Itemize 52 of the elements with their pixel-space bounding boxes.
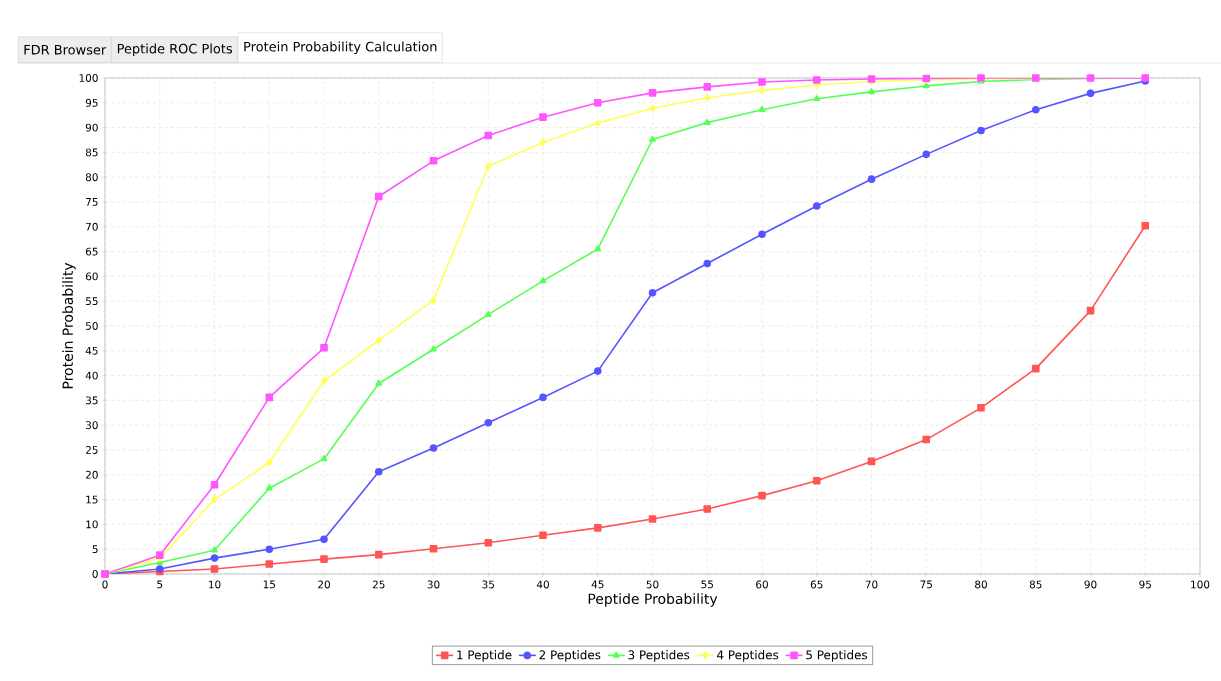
x-tick-label: 85 <box>1029 580 1042 589</box>
y-tick-label: 35 <box>85 396 98 405</box>
x-tick-label: 90 <box>1084 580 1097 589</box>
x-tick-label: 95 <box>1139 580 1151 589</box>
x-tick-label: 55 <box>701 580 713 589</box>
y-tick-label: 55 <box>85 297 98 306</box>
x-tick-label: 40 <box>536 580 549 589</box>
x-tick-label: 15 <box>263 580 275 589</box>
y-tick-label: 45 <box>85 346 98 355</box>
x-tick-label: 20 <box>318 580 330 589</box>
x-tick-label: 50 <box>646 580 659 589</box>
y-tick-label: 10 <box>86 520 98 529</box>
x-tick-label: 5 <box>157 580 163 589</box>
legend-label: 2 Peptides <box>539 650 601 662</box>
x-tick-label: 30 <box>427 580 440 589</box>
legend-label: 5 Peptides <box>806 650 868 662</box>
y-tick-label: 5 <box>92 545 98 554</box>
y-tick-label: 25 <box>85 446 98 454</box>
legend-label: 1 Peptide <box>457 650 512 662</box>
y-axis-title: Protein Probability <box>62 262 76 389</box>
y-tick-label: 30 <box>85 421 98 430</box>
x-tick-label: 70 <box>865 580 878 589</box>
y-tick-label: 0 <box>92 570 98 578</box>
y-tick-label: 15 <box>86 495 98 504</box>
y-tick-label: 80 <box>85 173 98 182</box>
text: Protein Probability Calculation <box>244 41 437 55</box>
text: Peptide ROC Plots <box>117 43 233 57</box>
x-tick-label: 25 <box>372 580 385 589</box>
y-tick-label: 65 <box>85 247 98 256</box>
y-tick-label: 75 <box>86 198 98 206</box>
x-tick-label: 0 <box>102 580 108 589</box>
x-tick-label: 65 <box>810 580 823 589</box>
y-tick-label: 40 <box>85 371 98 380</box>
y-tick-label: 20 <box>85 470 98 479</box>
y-tick-label: 60 <box>85 272 98 281</box>
y-tick-label: 100 <box>79 74 98 82</box>
legend-label: 4 Peptides <box>717 650 779 662</box>
x-tick-label: 75 <box>920 580 932 589</box>
y-tick-label: 85 <box>85 148 98 157</box>
legend-label: 3 Peptides <box>628 650 690 662</box>
x-tick-label: 80 <box>975 580 987 589</box>
y-tick-label: 95 <box>85 98 98 107</box>
y-tick-label: 70 <box>86 222 98 231</box>
x-tick-label: 35 <box>482 580 494 589</box>
x-tick-label: 100 <box>1191 580 1210 589</box>
x-tick-label: 45 <box>591 580 604 589</box>
x-tick-label: 10 <box>209 580 221 589</box>
y-tick-label: 90 <box>85 123 98 132</box>
text: FDR Browser <box>24 44 107 55</box>
y-tick-label: 50 <box>85 322 98 330</box>
x-tick-label: 60 <box>756 580 768 589</box>
x-axis-title: Peptide Probability <box>588 593 718 607</box>
